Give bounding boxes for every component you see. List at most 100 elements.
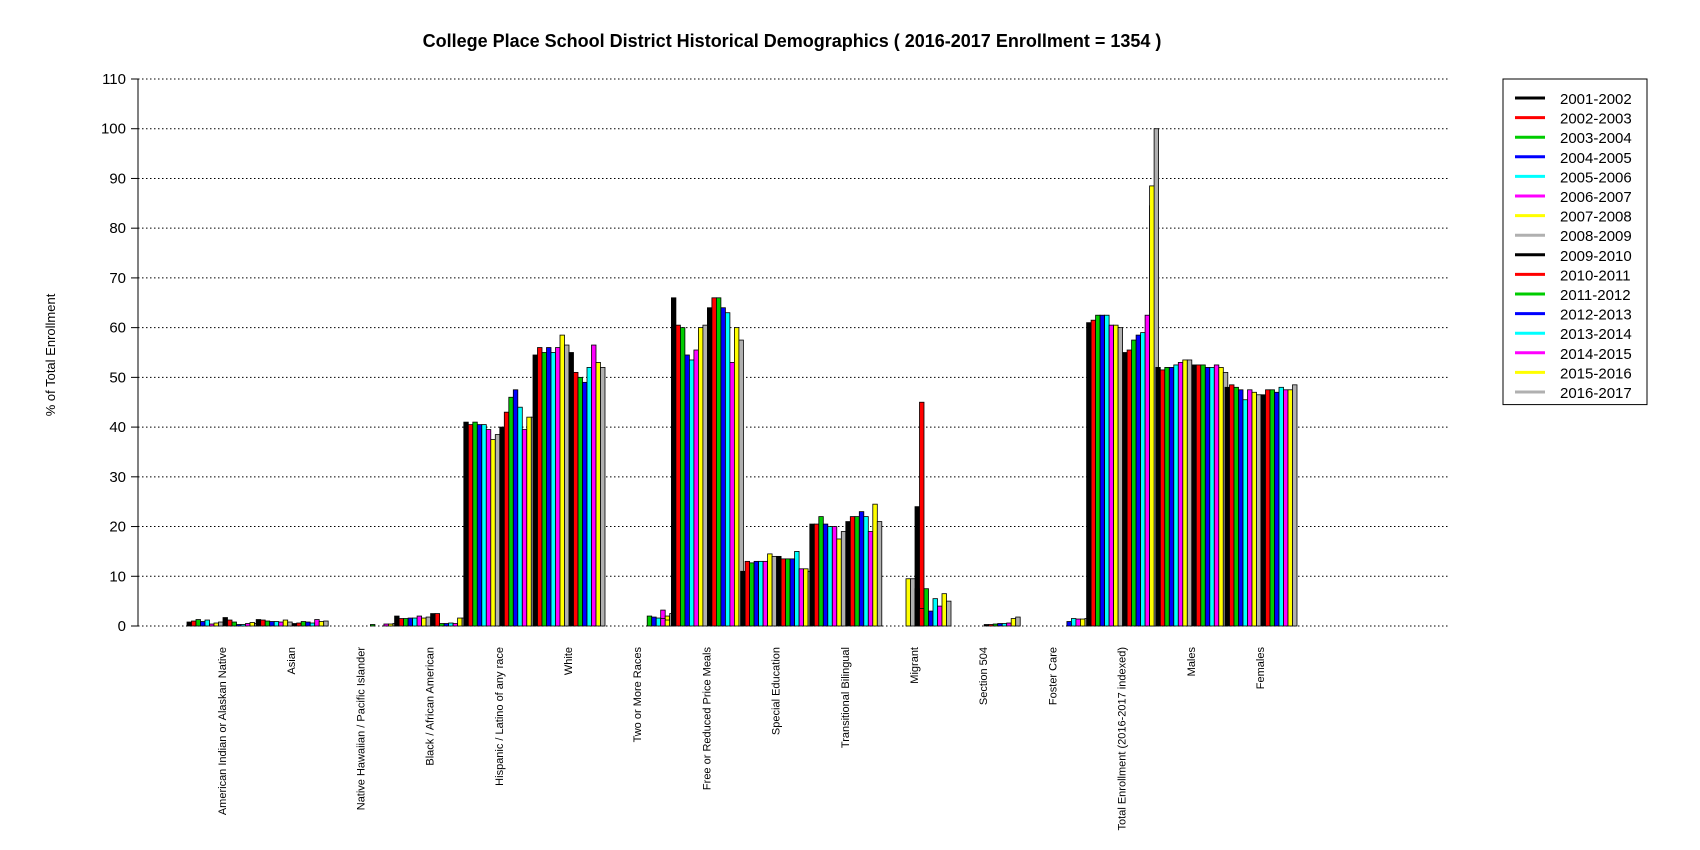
bar xyxy=(1233,386,1239,627)
bar xyxy=(499,426,505,627)
bar xyxy=(1283,389,1289,627)
bar xyxy=(1177,362,1184,627)
legend-label: 2013-2014 xyxy=(1560,326,1632,343)
bar xyxy=(421,617,427,627)
x-tick-label: Native Hawaiian / Pacific Islander xyxy=(355,647,367,811)
bar xyxy=(1099,314,1105,627)
x-tick-label: Hispanic / Latino of any race xyxy=(494,647,506,786)
bar xyxy=(1278,386,1284,627)
bar xyxy=(494,434,501,627)
bar xyxy=(910,578,916,627)
bars xyxy=(186,128,1298,627)
bar xyxy=(771,555,777,627)
bar xyxy=(546,347,552,627)
bar xyxy=(1260,394,1266,627)
bar xyxy=(919,401,925,627)
bar xyxy=(1080,618,1086,627)
bar xyxy=(822,523,829,627)
bar xyxy=(200,621,206,627)
bar xyxy=(785,558,791,627)
bar xyxy=(720,307,726,627)
bar xyxy=(867,531,874,627)
y-tick-label: 50 xyxy=(109,369,126,386)
bar xyxy=(1251,391,1257,627)
bar xyxy=(983,624,990,627)
bar xyxy=(1256,394,1262,627)
bar xyxy=(693,349,699,627)
bar xyxy=(573,371,579,627)
bar xyxy=(1292,384,1298,627)
bar xyxy=(323,620,329,627)
legend: 2001-2002 2002-2003 2003-2004 2004-2005 2005… xyxy=(1502,78,1648,406)
bar xyxy=(849,516,856,627)
bar xyxy=(526,416,532,627)
bar xyxy=(398,618,405,627)
x-tick-label: Foster Care xyxy=(1047,647,1059,705)
bar xyxy=(1015,616,1021,627)
bar xyxy=(813,523,820,627)
bar xyxy=(1066,621,1072,627)
bar xyxy=(1182,359,1188,627)
y-tick-label: 70 xyxy=(109,270,126,287)
bar xyxy=(1218,367,1224,627)
legend-label: 2002-2003 xyxy=(1560,111,1632,128)
legend-label: 2003-2004 xyxy=(1560,130,1632,147)
bar xyxy=(231,621,237,627)
bar xyxy=(532,354,538,627)
bar xyxy=(1095,314,1101,627)
bar xyxy=(1155,367,1161,627)
bar xyxy=(1113,324,1119,627)
legend-box xyxy=(1502,78,1648,406)
bar xyxy=(767,553,773,627)
bar xyxy=(503,411,510,627)
bar xyxy=(394,615,400,627)
bar xyxy=(309,622,316,627)
bar xyxy=(845,521,851,627)
bar xyxy=(463,421,469,627)
bar xyxy=(204,619,210,627)
legend-label: 2001-2002 xyxy=(1560,91,1632,108)
y-tick-label: 60 xyxy=(109,320,126,337)
bar xyxy=(387,623,394,627)
bar xyxy=(1090,319,1096,627)
x-tick-label: Black / African American xyxy=(425,647,437,766)
bar xyxy=(476,424,483,627)
legend-label: 2011-2012 xyxy=(1560,287,1631,304)
bar xyxy=(416,615,423,627)
bar xyxy=(831,526,838,627)
bar xyxy=(249,622,255,627)
bar xyxy=(1229,384,1235,627)
bar xyxy=(595,362,601,627)
bar xyxy=(555,347,561,627)
bar xyxy=(863,516,869,627)
x-tick-label: Asian xyxy=(286,647,298,675)
legend-label: 2005-2006 xyxy=(1560,169,1632,186)
bar xyxy=(1168,367,1175,627)
bar xyxy=(1274,391,1280,627)
bar xyxy=(564,344,570,627)
bar xyxy=(914,588,920,627)
bar xyxy=(1247,389,1253,627)
bar xyxy=(434,613,441,627)
bar xyxy=(282,619,289,627)
bar xyxy=(582,381,588,627)
bar xyxy=(521,429,528,627)
bar xyxy=(296,622,302,627)
bar xyxy=(291,623,298,627)
y-tick-label: 20 xyxy=(109,519,126,536)
bar xyxy=(1204,367,1211,627)
bar xyxy=(508,396,514,627)
x-tick-label: Transitional Bilingual xyxy=(840,647,852,748)
bar xyxy=(222,617,228,627)
x-tick-label: Total Enrollment (2016-2017 indexed) xyxy=(1117,647,1129,830)
bar xyxy=(586,367,592,627)
x-tick-label: Special Education xyxy=(771,647,783,735)
bar xyxy=(443,623,450,627)
legend-label: 2014-2015 xyxy=(1560,346,1632,363)
bar xyxy=(707,307,713,627)
bar xyxy=(213,622,219,627)
bar xyxy=(517,406,523,627)
bar xyxy=(287,621,293,627)
bar xyxy=(481,424,487,627)
